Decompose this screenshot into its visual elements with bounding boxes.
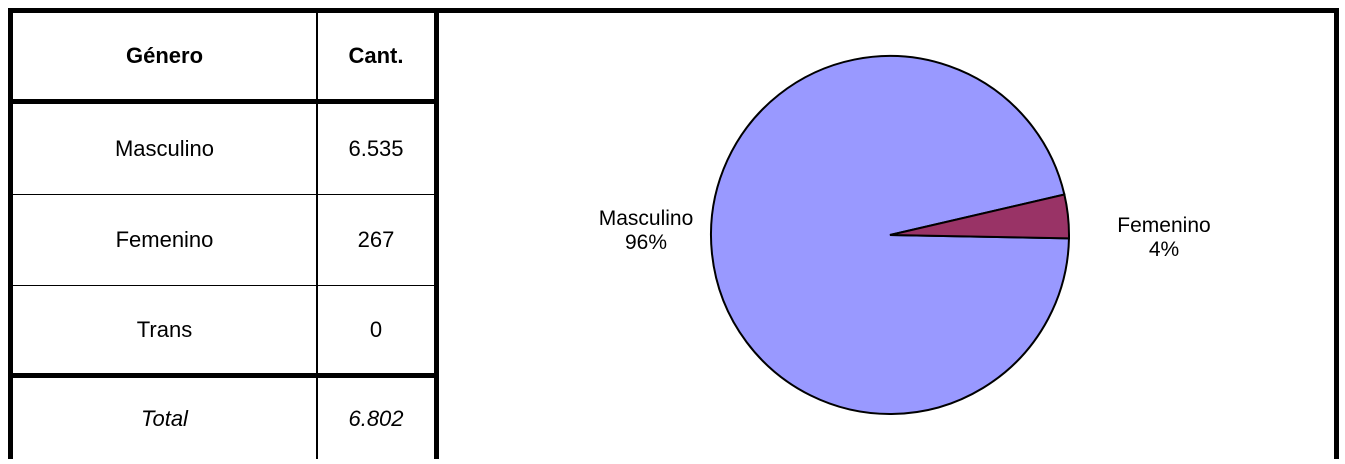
chart-panel: Masculino 96% Femenino 4% <box>438 8 1339 459</box>
pie-label-femenino-name: Femenino <box>1117 214 1210 237</box>
row-value: 6.535 <box>348 136 404 161</box>
row-label: Masculino <box>13 104 318 194</box>
row-value: 267 <box>357 227 395 252</box>
header-genero: Género <box>13 13 318 99</box>
table-row: Femenino 267 <box>13 195 434 286</box>
table-row: Masculino 6.535 <box>13 104 434 195</box>
row-label: Femenino <box>13 195 318 285</box>
total-label: Total <box>13 378 318 459</box>
header-cant: Cant. <box>348 43 404 68</box>
row-label: Trans <box>13 286 318 373</box>
table-row: Trans 0 <box>13 286 434 378</box>
pie-slice-femenino <box>889 193 1070 240</box>
table-header-row: Género Cant. <box>13 13 434 104</box>
pie-label-masculino-name: Masculino <box>599 207 694 230</box>
table-total-row: Total 6.802 <box>13 378 434 459</box>
row-value: 0 <box>369 316 383 342</box>
pie-label-femenino-pct: 4% <box>1149 238 1179 261</box>
pie-label-masculino-pct: 96% <box>625 231 667 254</box>
gender-table: Género Cant. Masculino 6.535 Femenino 26… <box>8 8 439 459</box>
total-value: 6.802 <box>348 405 404 431</box>
